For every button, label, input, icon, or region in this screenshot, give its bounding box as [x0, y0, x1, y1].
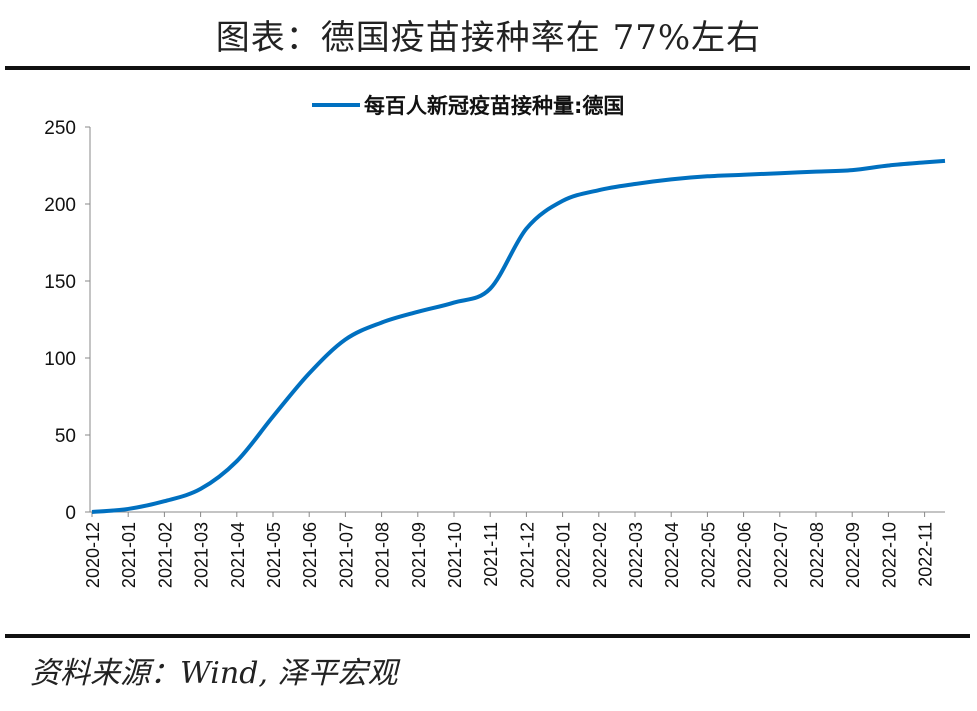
x-tick-label: 2021-01 — [119, 522, 139, 588]
x-tick-label: 2022-01 — [554, 522, 574, 588]
x-tick-label: 2022-03 — [626, 522, 646, 588]
x-tick-label: 2021-10 — [445, 522, 465, 588]
x-tick-label: 2021-05 — [264, 522, 284, 588]
x-tick-label: 2022-07 — [771, 522, 791, 588]
x-tick-label: 2022-02 — [590, 522, 610, 588]
x-tick-label: 2021-02 — [155, 522, 175, 588]
chart-title: 图表：德国疫苗接种率在 77%左右 — [215, 18, 762, 58]
x-tick-label: 2021-08 — [373, 522, 393, 588]
x-tick-label: 2021-04 — [228, 522, 248, 588]
x-tick-label: 2021-07 — [336, 522, 356, 588]
x-tick-label: 2021-11 — [481, 522, 501, 587]
x-tick-label: 2022-06 — [735, 522, 755, 588]
y-tick-label: 100 — [44, 349, 76, 370]
x-tick-label: 2022-11 — [916, 522, 936, 587]
x-tick-label: 2022-10 — [879, 522, 899, 588]
x-tick-label: 2022-04 — [662, 522, 682, 588]
x-tick-label: 2022-08 — [807, 522, 827, 588]
x-tick-label: 2020-12 — [83, 522, 103, 588]
y-tick-label: 200 — [44, 195, 76, 216]
x-tick-label: 2022-09 — [843, 522, 863, 588]
y-tick-label: 50 — [55, 426, 76, 447]
x-tick-label: 2021-09 — [409, 522, 429, 588]
legend-label: 每百人新冠疫苗接种量:德国 — [364, 94, 624, 118]
series-line-germany — [91, 158, 946, 514]
y-tick-label: 0 — [65, 503, 76, 524]
x-tick-label: 2021-06 — [300, 522, 320, 588]
x-tick-label: 2021-12 — [517, 522, 537, 588]
x-tick-label: 2021-03 — [192, 522, 212, 588]
x-tick-label: 2022-05 — [698, 522, 718, 588]
top-rule — [5, 66, 970, 70]
y-tick-label: 150 — [44, 272, 76, 293]
y-tick-label: 250 — [44, 118, 76, 139]
source-note: 资料来源：Wind, 泽平宏观 — [30, 656, 398, 691]
bottom-rule — [5, 634, 970, 638]
